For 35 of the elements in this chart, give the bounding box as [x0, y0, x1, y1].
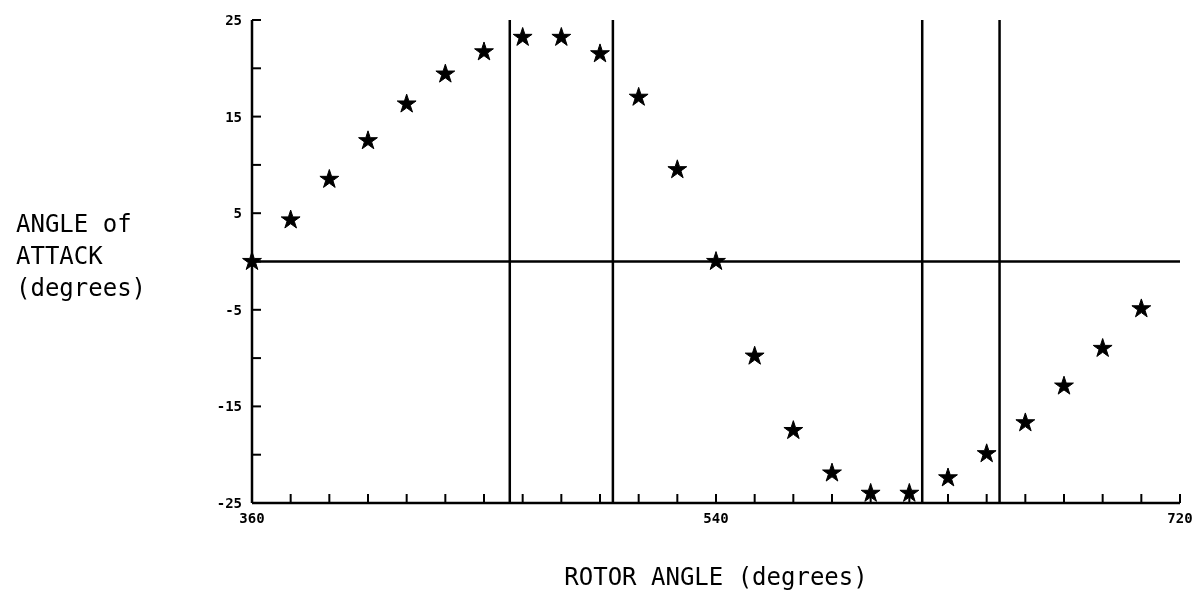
point: [860, 482, 881, 502]
point: [435, 63, 456, 83]
point: [976, 443, 997, 463]
point: [319, 168, 340, 188]
point: [899, 482, 920, 502]
point: [938, 467, 958, 487]
point: [628, 86, 649, 106]
point: [1131, 298, 1152, 318]
point: [1054, 375, 1074, 395]
point: [242, 251, 262, 271]
y-axis-title: ANGLE of ATTACK (degrees): [16, 209, 147, 302]
point: [396, 93, 417, 113]
point: [474, 41, 494, 61]
y-tick-label: -15: [216, 398, 242, 415]
y-tick-label: -25: [216, 495, 242, 511]
y-tick-label: -5: [225, 301, 242, 318]
point: [358, 130, 378, 150]
y-tick-label: 25: [225, 12, 242, 28]
x-tick-label: 540: [703, 510, 729, 526]
x-axis-title: ROTOR ANGLE (degrees): [564, 563, 868, 591]
point: [667, 159, 688, 179]
y-tick-label: 15: [225, 108, 242, 125]
point: [551, 26, 572, 46]
point: [822, 462, 842, 482]
point: [590, 43, 610, 63]
y-tick-label: 5: [233, 205, 242, 222]
point: [706, 251, 726, 271]
x-tick-label: 360: [239, 510, 265, 526]
point: [744, 345, 765, 365]
point: [1015, 412, 1036, 432]
point: [280, 209, 301, 229]
point: [1092, 338, 1113, 357]
point: [783, 420, 804, 440]
point: [512, 26, 533, 46]
x-tick-label: 720: [1167, 510, 1193, 526]
